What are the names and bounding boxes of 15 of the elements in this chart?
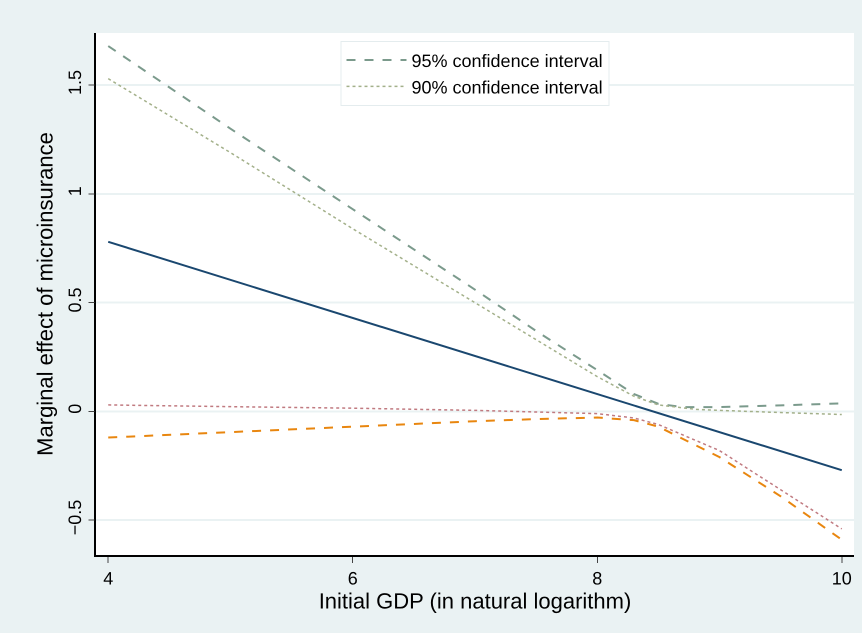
x-tick-label: 8 bbox=[592, 568, 602, 588]
y-tick-label: 0.5 bbox=[65, 287, 86, 313]
legend-label: 90% confidence interval bbox=[412, 77, 603, 98]
x-axis-title: Initial GDP (in natural logarithm) bbox=[318, 588, 632, 614]
y-axis-title: Marginal effect of microinsurance bbox=[32, 132, 58, 456]
y-tick-label: −0.5 bbox=[65, 500, 86, 536]
legend-label: 95% confidence interval bbox=[412, 51, 603, 72]
y-tick-label: 1 bbox=[65, 186, 86, 196]
line-series bbox=[107, 416, 843, 541]
x-tick-label: 10 bbox=[832, 568, 852, 588]
y-tick-label: 0 bbox=[65, 404, 86, 414]
y-tick-label: 1.5 bbox=[65, 70, 86, 96]
x-tick-label: 6 bbox=[348, 568, 358, 588]
x-tick-label: 4 bbox=[103, 568, 114, 588]
line-series bbox=[107, 404, 843, 530]
